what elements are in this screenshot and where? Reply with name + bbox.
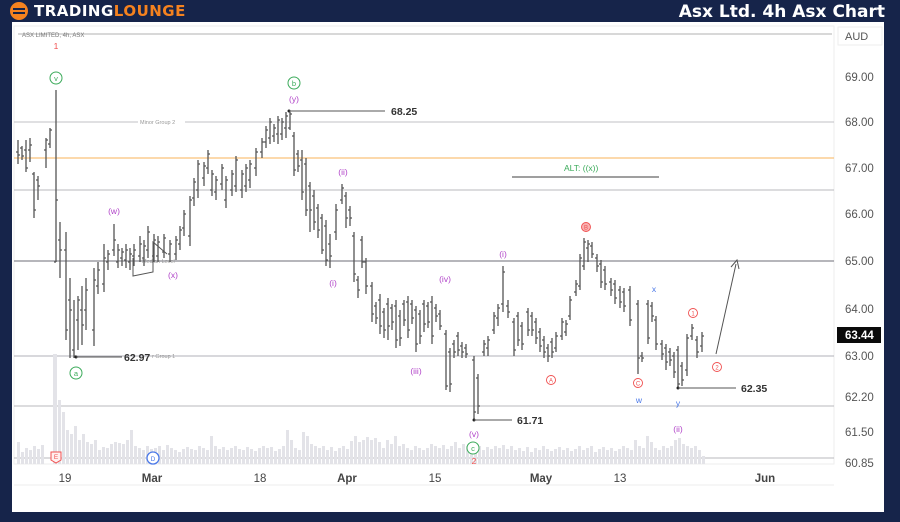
x-tick: 15	[429, 473, 442, 485]
wave-label-ii-paren: (ii)	[338, 167, 348, 177]
last-price-value: 63.44	[845, 330, 874, 342]
ohlc-bars	[16, 90, 704, 419]
price-callouts: 68.25 62.97 61.71 62.35	[74, 106, 767, 427]
earnings-event-marker[interactable]: E	[50, 451, 62, 464]
wave-label-C-circle: C	[636, 382, 641, 388]
event-label-d: D	[151, 456, 156, 463]
level-label-minor-group-2: Minor Group 2	[140, 120, 175, 126]
wave-label-2-red: 2	[472, 456, 477, 466]
wave-label-v-paren: (v)	[469, 429, 479, 439]
x-tick: 19	[59, 473, 72, 485]
y-tick: 67.00	[845, 163, 874, 175]
x-tick: 18	[254, 473, 267, 485]
wave-label-v-circle: v	[54, 74, 58, 83]
price-label-62-97: 62.97	[124, 352, 150, 364]
price-label-68-25: 68.25	[391, 106, 417, 118]
wave-label-x-blue: x	[652, 284, 657, 294]
wave-label-w-blue: w	[635, 395, 643, 405]
wave-label-w-paren: (w)	[108, 206, 120, 216]
wave-label-y-blue: y	[676, 398, 681, 408]
wave-label-1-circle: 1	[691, 312, 695, 318]
dividend-event-marker[interactable]: D	[146, 451, 160, 465]
logo-icon	[10, 2, 28, 20]
price-label-62-35: 62.35	[741, 383, 767, 395]
projection-arrow	[715, 258, 740, 355]
wave-label-y-paren: (y)	[289, 94, 299, 104]
x-tick: 13	[614, 473, 627, 485]
wave-label-A-circle: A	[549, 379, 553, 385]
chart-panel: ASX LIMITED, 4h, ASX AUD Minor Group 2 M…	[12, 22, 884, 512]
chart-title: Asx Ltd. 4h Asx Chart	[678, 2, 885, 22]
header-bar: TRADINGLOUNGE Asx Ltd. 4h Asx Chart	[0, 0, 900, 22]
chart-canvas[interactable]: ASX LIMITED, 4h, ASX AUD Minor Group 2 M…	[12, 22, 884, 512]
y-tick: 61.50	[845, 427, 874, 439]
alt-label: ALT: ((x))	[564, 163, 598, 173]
x-axis: 19 Mar 18 Apr 15 May 13 Jun	[59, 473, 776, 485]
wave-labels: 1 v a (w) (x) b (y) (ii) (i) (iii) (iv) …	[49, 41, 722, 466]
wave-label-a-circle: a	[74, 369, 79, 378]
x-tick: May	[530, 473, 553, 485]
y-tick: 60.85	[845, 458, 874, 470]
tradinglounge-logo: TRADINGLOUNGE	[10, 2, 186, 20]
y-tick: 64.00	[845, 304, 874, 316]
y-tick: 63.00	[845, 351, 874, 363]
wave-label-B-circle: B	[584, 226, 588, 232]
wave-label-iii-paren: (iii)	[410, 366, 421, 376]
y-tick: 66.00	[845, 209, 874, 221]
price-label-61-71: 61.71	[517, 415, 543, 427]
y-tick: 69.00	[845, 72, 874, 84]
logo-text-lounge: LOUNGE	[113, 2, 186, 20]
symbol-line: ASX LIMITED, 4h, ASX	[22, 33, 84, 39]
volume-histogram	[17, 354, 705, 464]
wave-label-1-red: 1	[54, 41, 59, 51]
y-tick: 65.00	[845, 256, 874, 268]
event-markers: E D	[50, 451, 160, 465]
wave-label-c-circle: c	[471, 444, 475, 453]
event-label-e: E	[54, 454, 59, 461]
y-tick: 62.20	[845, 392, 874, 404]
wave-label-x-paren: (x)	[168, 270, 178, 280]
wave-label-iv-paren: (iv)	[439, 274, 451, 284]
level-label-minor-group-1: r Group 1	[152, 354, 175, 360]
triangle-pattern	[132, 240, 168, 277]
wave-label-2-circle: 2	[715, 366, 719, 372]
last-price-badge: 63.44	[837, 327, 881, 343]
logo-text-trading: TRADING	[34, 2, 114, 20]
wave-label-ii-paren-2: (ii)	[673, 424, 683, 434]
wave-label-i-paren: (i)	[329, 278, 337, 288]
x-tick: Apr	[337, 473, 357, 485]
currency-label: AUD	[845, 31, 868, 43]
y-axis: 69.00 68.00 67.00 66.00 65.00 64.00 63.0…	[845, 72, 874, 470]
x-tick: Jun	[755, 473, 775, 485]
wave-label-b-circle: b	[292, 79, 296, 88]
x-tick: Mar	[142, 473, 163, 485]
wave-label-i-paren-2: (i)	[499, 249, 507, 259]
y-tick: 68.00	[845, 117, 874, 129]
